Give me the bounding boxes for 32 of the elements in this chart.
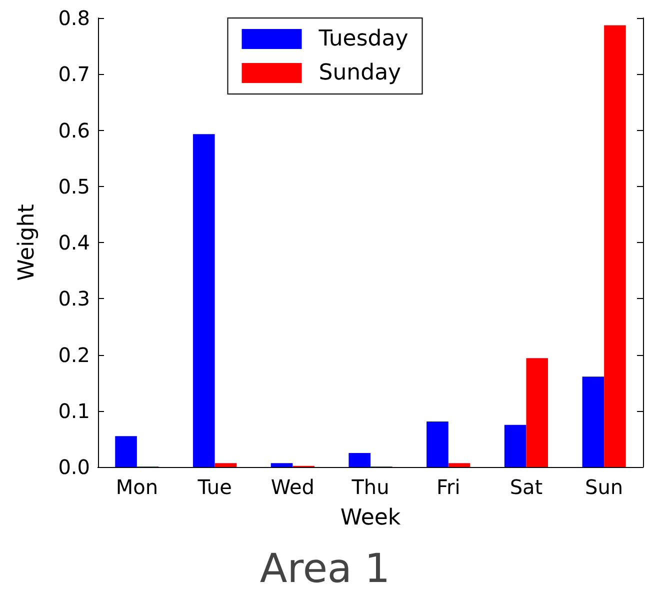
y-tick-label: 0.5 — [58, 174, 90, 198]
bar — [426, 422, 448, 467]
legend-label: Tuesday — [318, 26, 408, 52]
x-tick-label: Thu — [350, 475, 390, 499]
y-tick-label: 0.7 — [58, 62, 90, 86]
y-tick-label: 0.4 — [58, 230, 90, 254]
x-tick-label: Sun — [585, 475, 624, 499]
bar — [115, 436, 137, 467]
bar — [504, 424, 526, 467]
y-tick-label: 0.0 — [58, 455, 90, 479]
x-axis-title: Week — [340, 506, 401, 530]
x-tick-label: Wed — [270, 475, 314, 499]
y-tick-label: 0.6 — [58, 118, 90, 142]
y-tick-label: 0.3 — [58, 286, 90, 311]
x-tick-label: Fri — [436, 475, 460, 499]
bar — [448, 463, 470, 467]
legend-label: Sunday — [318, 60, 402, 86]
bar — [214, 463, 237, 467]
bar — [348, 452, 370, 467]
bar — [604, 25, 626, 467]
bar — [192, 134, 215, 467]
y-tick-label: 0.1 — [58, 398, 90, 423]
x-tick-label: Mon — [116, 475, 158, 499]
y-tick-label: 0.2 — [58, 342, 90, 367]
y-tick-label: 0.8 — [58, 6, 90, 30]
bar — [582, 376, 604, 467]
y-axis-title: Weight — [14, 204, 40, 281]
text: Area 1 — [260, 546, 390, 592]
bar — [526, 358, 548, 467]
bar — [270, 463, 293, 467]
x-tick-label: Tue — [196, 475, 232, 499]
x-tick-label: Sat — [510, 475, 543, 499]
